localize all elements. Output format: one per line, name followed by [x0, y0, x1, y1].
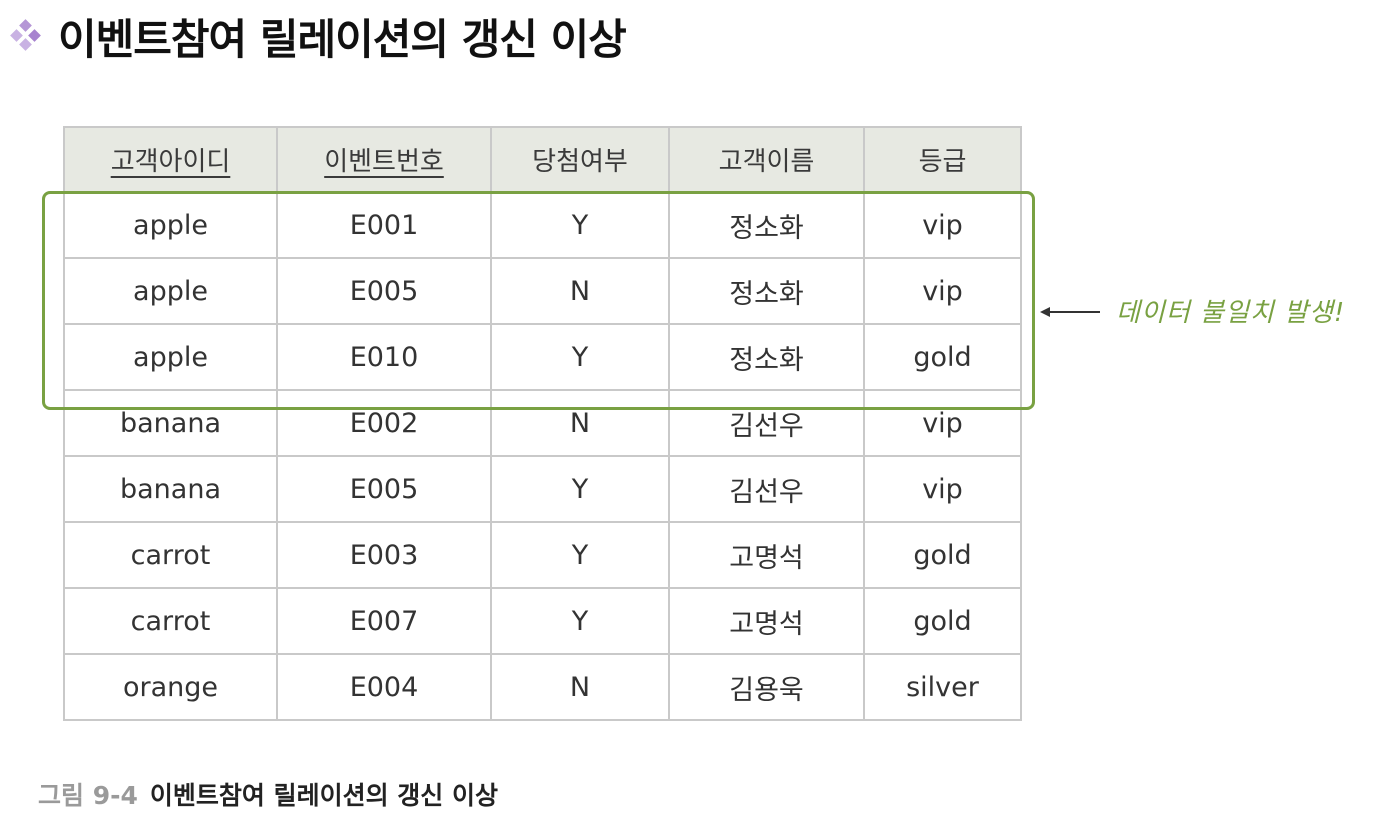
table-cell: 정소화: [668, 257, 865, 325]
table-row: apple E001 Y 정소화 vip: [63, 191, 1022, 259]
table-cell: E002: [276, 389, 492, 457]
table-row: banana E002 N 김선우 vip: [63, 389, 1022, 457]
diamond-cluster-icon: [10, 19, 41, 51]
table-cell: gold: [863, 587, 1022, 655]
column-header-grade: 등급: [863, 126, 1022, 193]
figure-caption-text: 이벤트참여 릴레이션의 갱신 이상: [149, 781, 498, 810]
table-cell: 김선우: [668, 389, 865, 457]
table-cell: Y: [490, 191, 670, 259]
table-cell: carrot: [63, 521, 278, 589]
slide-title: 이벤트참여 릴레이션의 갱신 이상: [8, 4, 627, 68]
table-cell: 정소화: [668, 191, 865, 259]
page-title: 이벤트참여 릴레이션의 갱신 이상: [58, 14, 627, 64]
figure-label: 그림 9-4: [38, 781, 138, 810]
table-row: apple E005 N 정소화 vip: [63, 257, 1022, 325]
table-cell: apple: [63, 257, 278, 325]
table-cell: E005: [276, 455, 492, 523]
left-arrow-icon: [1040, 307, 1100, 317]
table-row: carrot E003 Y 고명석 gold: [63, 521, 1022, 589]
inconsistency-annotation: 데이터 불일치 발생!: [1116, 298, 1346, 328]
table-cell: silver: [863, 653, 1022, 721]
table-cell: gold: [863, 323, 1022, 391]
figure-caption: 그림 9-4 이벤트참여 릴레이션의 갱신 이상: [38, 776, 498, 812]
table-cell: vip: [863, 257, 1022, 325]
table-row: carrot E007 Y 고명석 gold: [63, 587, 1022, 655]
table-cell: E003: [276, 521, 492, 589]
column-header-event-number: 이벤트번호: [276, 126, 492, 193]
table-cell: Y: [490, 323, 670, 391]
column-header-customer-name: 고객이름: [668, 126, 865, 193]
table-cell: apple: [63, 323, 278, 391]
table-cell: vip: [863, 389, 1022, 457]
table-cell: orange: [63, 653, 278, 721]
table-cell: 고명석: [668, 521, 865, 589]
table-header-row: 고객아이디 이벤트번호 당첨여부 고객이름 등급: [63, 126, 1022, 193]
table-cell: N: [490, 389, 670, 457]
table-cell: 고명석: [668, 587, 865, 655]
table-cell: banana: [63, 389, 278, 457]
table-cell: E010: [276, 323, 492, 391]
table-cell: N: [490, 653, 670, 721]
column-header-customer-id: 고객아이디: [63, 126, 278, 193]
table-row: orange E004 N 김용욱 silver: [63, 653, 1022, 721]
table-cell: E007: [276, 587, 492, 655]
column-header-winning-status: 당첨여부: [490, 126, 670, 193]
table-cell: E005: [276, 257, 492, 325]
event-participation-table: 고객아이디 이벤트번호 당첨여부 고객이름 등급 apple E001 Y 정소…: [63, 126, 1022, 721]
table-row: banana E005 Y 김선우 vip: [63, 455, 1022, 523]
table-cell: Y: [490, 455, 670, 523]
table-cell: vip: [863, 455, 1022, 523]
table-cell: gold: [863, 521, 1022, 589]
table-cell: E004: [276, 653, 492, 721]
table-cell: carrot: [63, 587, 278, 655]
table-row: apple E010 Y 정소화 gold: [63, 323, 1022, 391]
table-cell: 김선우: [668, 455, 865, 523]
table-cell: E001: [276, 191, 492, 259]
table-cell: N: [490, 257, 670, 325]
table-cell: 정소화: [668, 323, 865, 391]
table-cell: Y: [490, 521, 670, 589]
table-cell: banana: [63, 455, 278, 523]
table-cell: Y: [490, 587, 670, 655]
table-cell: apple: [63, 191, 278, 259]
table-cell: 김용욱: [668, 653, 865, 721]
table-cell: vip: [863, 191, 1022, 259]
